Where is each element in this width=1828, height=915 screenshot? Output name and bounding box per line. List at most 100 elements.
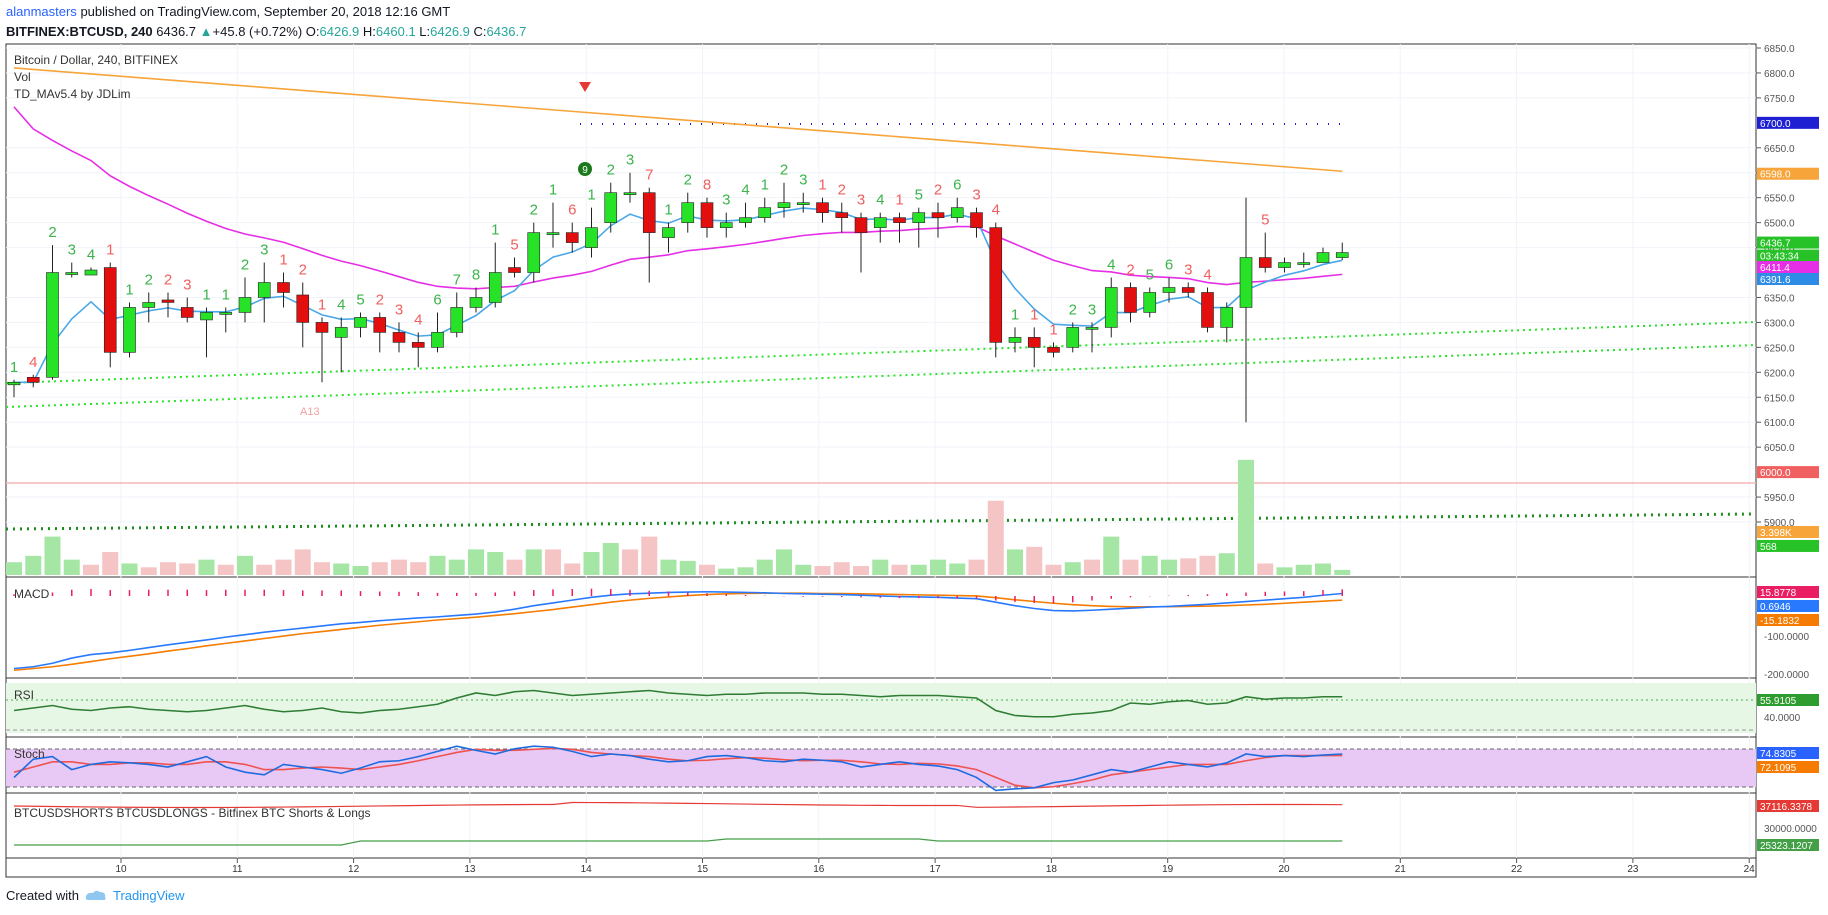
volume-bar <box>294 549 311 575</box>
td-count-red: 6 <box>568 202 576 219</box>
candle-body <box>1297 262 1311 265</box>
candle-body <box>1027 337 1041 348</box>
candle-body <box>84 269 98 276</box>
volume-bar <box>795 564 812 575</box>
candle-body <box>488 272 502 303</box>
shorts-line <box>13 801 1343 809</box>
candle-body <box>662 227 675 238</box>
candle-body <box>1162 287 1176 293</box>
change-value: +45.8 (+0.72%) <box>212 24 303 39</box>
td-count-red: 1 <box>279 252 287 269</box>
candle-body <box>508 267 521 273</box>
candle-body <box>816 202 829 213</box>
volume-bars <box>6 459 1351 575</box>
stoch-tag <box>1757 747 1819 759</box>
price-tag <box>1757 236 1819 249</box>
td-count-green: 3 <box>260 242 268 259</box>
price-tag <box>1757 249 1819 262</box>
volume-bar <box>622 549 638 575</box>
legend-title: Bitcoin / Dollar, 240, BITFINEX <box>14 53 178 67</box>
candle-body <box>777 202 791 208</box>
candle-body <box>950 207 964 218</box>
td-count-red: 3 <box>857 192 865 209</box>
time-axis[interactable]: 10 11 12 13 14 15 16 17 18 19 20 21 22 23 24 <box>115 858 1755 875</box>
price-tick-label: 6200.0 <box>1764 368 1795 379</box>
td-count-red: 4 <box>1203 266 1211 283</box>
macd-line <box>13 590 1343 670</box>
td-count-green: 2 <box>607 162 615 179</box>
tradingview-link[interactable]: TradingView <box>112 888 185 903</box>
price-tag-label: 6411.4 <box>1760 263 1790 274</box>
td-count-red: 1 <box>1049 321 1057 338</box>
volume-bar <box>391 559 407 575</box>
close-value: 6436.7 <box>486 24 527 39</box>
price-tick-label: 6350.0 <box>1764 293 1795 304</box>
volume-bar <box>237 555 253 575</box>
sell-arrow-icon <box>579 82 591 92</box>
volume-bar <box>718 568 735 575</box>
macd-signal-line <box>13 592 1343 672</box>
volume-bar <box>660 559 677 575</box>
macd-tag-label: -15.1832 <box>1760 616 1800 627</box>
price-tick-label: 6050.0 <box>1764 443 1795 454</box>
author-link[interactable]: alanmasters <box>6 4 77 19</box>
td-count-red: 4 <box>414 311 422 328</box>
candle-body <box>200 312 213 321</box>
candle-body <box>758 207 772 218</box>
time-tick-label: 15 <box>697 864 709 875</box>
candle-body <box>1008 337 1022 343</box>
longs-tag <box>1757 839 1819 851</box>
candle-body <box>989 227 1003 343</box>
price-tag-label: 568 <box>1760 542 1777 553</box>
rsi-tick-label: 40.0000 <box>1764 713 1801 724</box>
tradingview-cloud-icon <box>85 890 106 900</box>
created-with-text: Created with <box>6 888 79 903</box>
time-tick-label: 12 <box>348 864 360 875</box>
rsi-label: RSI <box>14 688 34 702</box>
price-axis[interactable]: 6850.06800.06750.06650.06600.06550.06500… <box>1756 44 1819 553</box>
volume-bar <box>1103 536 1120 575</box>
td-count-green: 3 <box>722 192 730 209</box>
price-tick-label: 6450.0 <box>1764 244 1795 255</box>
volume-bar <box>25 555 42 575</box>
time-tick-label: 21 <box>1395 864 1407 875</box>
shorts-longs-pane: 37116.3378 25323.1207 30000.0000 <box>13 800 1819 852</box>
price-tick-label: 6650.0 <box>1764 144 1795 155</box>
td-count-green: 1 <box>1011 306 1019 323</box>
volume-bar <box>987 500 1004 575</box>
price-tag-label: 3.398K <box>1760 528 1792 539</box>
volume-bar <box>371 562 388 575</box>
macd-tag <box>1757 600 1819 612</box>
td-count-green: 4 <box>876 192 884 209</box>
candle-body <box>565 232 579 243</box>
price-tick-label: 6250.0 <box>1764 343 1795 354</box>
shorts-tag <box>1757 800 1819 812</box>
candle-body <box>1047 347 1060 353</box>
price-tag <box>1757 167 1819 180</box>
macd-tick-label: -100.0000 <box>1764 632 1809 643</box>
candle-body <box>623 192 637 195</box>
price-tag-label: 6700.0 <box>1760 119 1791 130</box>
legend-indicator: TD_MAv5.4 by JDLim <box>14 87 130 101</box>
sl-tick-label: 30000.0000 <box>1764 824 1817 835</box>
volume-bar <box>256 564 273 575</box>
candle-body <box>681 202 695 223</box>
ma-magenta-line <box>13 106 1343 290</box>
td-count-green: 2 <box>530 202 538 219</box>
td-count-red: 8 <box>703 177 711 194</box>
td-count-green: 5 <box>915 187 923 204</box>
td-count-red: 4 <box>992 202 1000 219</box>
candle-body <box>642 192 656 233</box>
volume-bar <box>891 564 908 575</box>
candle-body <box>739 217 752 223</box>
close-label: C: <box>473 24 487 39</box>
td-count-green: 2 <box>241 257 249 274</box>
volume-bar <box>1084 559 1100 575</box>
td-count-red: 5 <box>510 237 518 254</box>
volume-bar <box>1334 569 1351 575</box>
stoch-d-line <box>13 747 1343 789</box>
candle-body <box>161 299 175 303</box>
ohlc-line: BITFINEX:BTCUSD, 240 6436.7 ▲+45.8 (+0.7… <box>6 22 526 42</box>
